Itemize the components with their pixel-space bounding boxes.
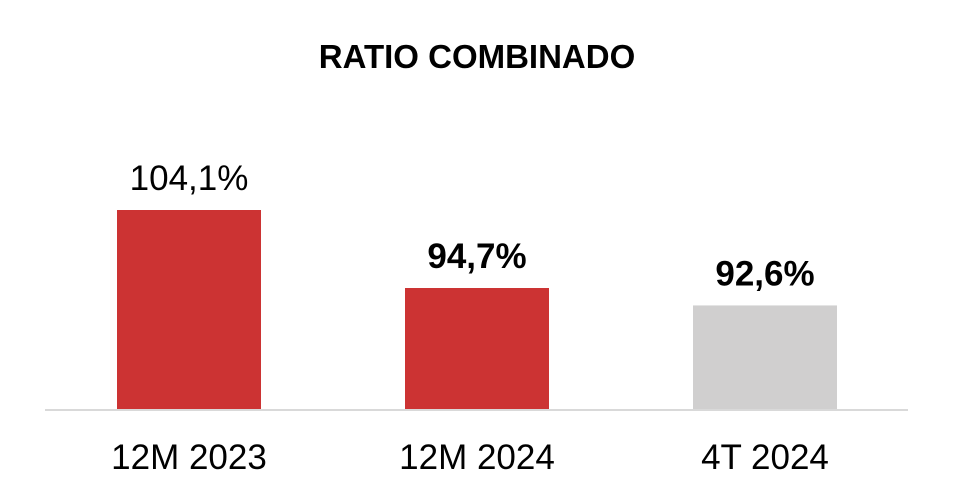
chart-title: RATIO COMBINADO <box>319 38 636 75</box>
data-label-3: 92,6% <box>715 254 814 293</box>
data-label-1: 104,1% <box>130 159 249 198</box>
value-labels-group: 104,1% 94,7% 92,6% <box>130 159 815 293</box>
bar-1 <box>117 210 261 410</box>
bars-group <box>117 210 837 410</box>
category-label-3: 4T 2024 <box>701 438 829 477</box>
data-label-2: 94,7% <box>427 237 526 276</box>
bar-2 <box>405 288 549 410</box>
bar-3 <box>693 305 837 410</box>
category-label-2: 12M 2024 <box>399 438 555 477</box>
category-labels-group: 12M 2023 12M 2024 4T 2024 <box>111 438 829 477</box>
category-label-1: 12M 2023 <box>111 438 267 477</box>
